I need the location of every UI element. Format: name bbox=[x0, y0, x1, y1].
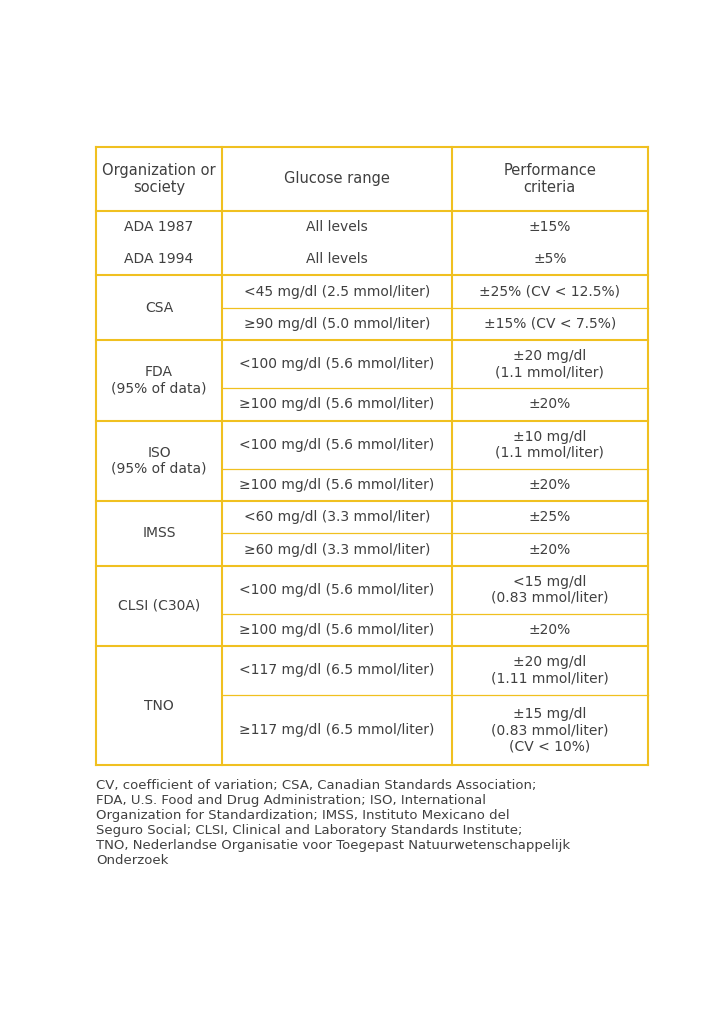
Text: ≥100 mg/dl (5.6 mmol/liter): ≥100 mg/dl (5.6 mmol/liter) bbox=[239, 623, 435, 637]
Text: ±10 mg/dl
(1.1 mmol/liter): ±10 mg/dl (1.1 mmol/liter) bbox=[495, 430, 604, 460]
Text: ADA 1994: ADA 1994 bbox=[124, 252, 194, 266]
Text: ±25% (CV < 12.5%): ±25% (CV < 12.5%) bbox=[479, 285, 620, 299]
Text: <60 mg/dl (3.3 mmol/liter): <60 mg/dl (3.3 mmol/liter) bbox=[244, 510, 430, 524]
Text: IMSS: IMSS bbox=[142, 526, 176, 541]
Text: ±20%: ±20% bbox=[529, 543, 571, 556]
Text: Glucose range: Glucose range bbox=[284, 171, 390, 186]
Text: <100 mg/dl (5.6 mmol/liter): <100 mg/dl (5.6 mmol/liter) bbox=[239, 583, 435, 597]
Text: ≥100 mg/dl (5.6 mmol/liter): ≥100 mg/dl (5.6 mmol/liter) bbox=[239, 478, 435, 492]
Text: Organization or
society: Organization or society bbox=[102, 163, 216, 195]
Text: ±5%: ±5% bbox=[533, 252, 567, 266]
Text: ISO
(95% of data): ISO (95% of data) bbox=[111, 445, 207, 476]
Text: <15 mg/dl
(0.83 mmol/liter): <15 mg/dl (0.83 mmol/liter) bbox=[491, 574, 609, 605]
Text: ±15% (CV < 7.5%): ±15% (CV < 7.5%) bbox=[484, 316, 616, 331]
Text: ≥90 mg/dl (5.0 mmol/liter): ≥90 mg/dl (5.0 mmol/liter) bbox=[244, 316, 430, 331]
Text: FDA
(95% of data): FDA (95% of data) bbox=[111, 366, 207, 395]
Text: ≥117 mg/dl (6.5 mmol/liter): ≥117 mg/dl (6.5 mmol/liter) bbox=[239, 723, 435, 737]
Text: ±15%: ±15% bbox=[529, 220, 571, 234]
Text: ±20%: ±20% bbox=[529, 478, 571, 492]
Text: <100 mg/dl (5.6 mmol/liter): <100 mg/dl (5.6 mmol/liter) bbox=[239, 437, 435, 452]
Text: ≥60 mg/dl (3.3 mmol/liter): ≥60 mg/dl (3.3 mmol/liter) bbox=[244, 543, 430, 556]
Text: ±20 mg/dl
(1.1 mmol/liter): ±20 mg/dl (1.1 mmol/liter) bbox=[495, 349, 604, 379]
Text: CV, coefficient of variation; CSA, Canadian Standards Association;
FDA, U.S. Foo: CV, coefficient of variation; CSA, Canad… bbox=[96, 779, 570, 867]
Text: All levels: All levels bbox=[306, 220, 368, 234]
Text: <117 mg/dl (6.5 mmol/liter): <117 mg/dl (6.5 mmol/liter) bbox=[239, 664, 435, 678]
Text: CLSI (C30A): CLSI (C30A) bbox=[118, 599, 200, 613]
Text: All levels: All levels bbox=[306, 252, 368, 266]
Text: Performance
criteria: Performance criteria bbox=[503, 163, 596, 195]
Text: <100 mg/dl (5.6 mmol/liter): <100 mg/dl (5.6 mmol/liter) bbox=[239, 357, 435, 371]
Text: ≥100 mg/dl (5.6 mmol/liter): ≥100 mg/dl (5.6 mmol/liter) bbox=[239, 397, 435, 412]
Text: TNO: TNO bbox=[144, 698, 174, 713]
Text: ADA 1987: ADA 1987 bbox=[124, 220, 194, 234]
Text: ±25%: ±25% bbox=[529, 510, 571, 524]
Text: ±20%: ±20% bbox=[529, 623, 571, 637]
Text: ±15 mg/dl
(0.83 mmol/liter)
(CV < 10%): ±15 mg/dl (0.83 mmol/liter) (CV < 10%) bbox=[491, 707, 609, 754]
Text: CSA: CSA bbox=[145, 301, 173, 314]
Text: <45 mg/dl (2.5 mmol/liter): <45 mg/dl (2.5 mmol/liter) bbox=[244, 285, 430, 299]
Text: ±20 mg/dl
(1.11 mmol/liter): ±20 mg/dl (1.11 mmol/liter) bbox=[491, 655, 609, 685]
Text: ±20%: ±20% bbox=[529, 397, 571, 412]
